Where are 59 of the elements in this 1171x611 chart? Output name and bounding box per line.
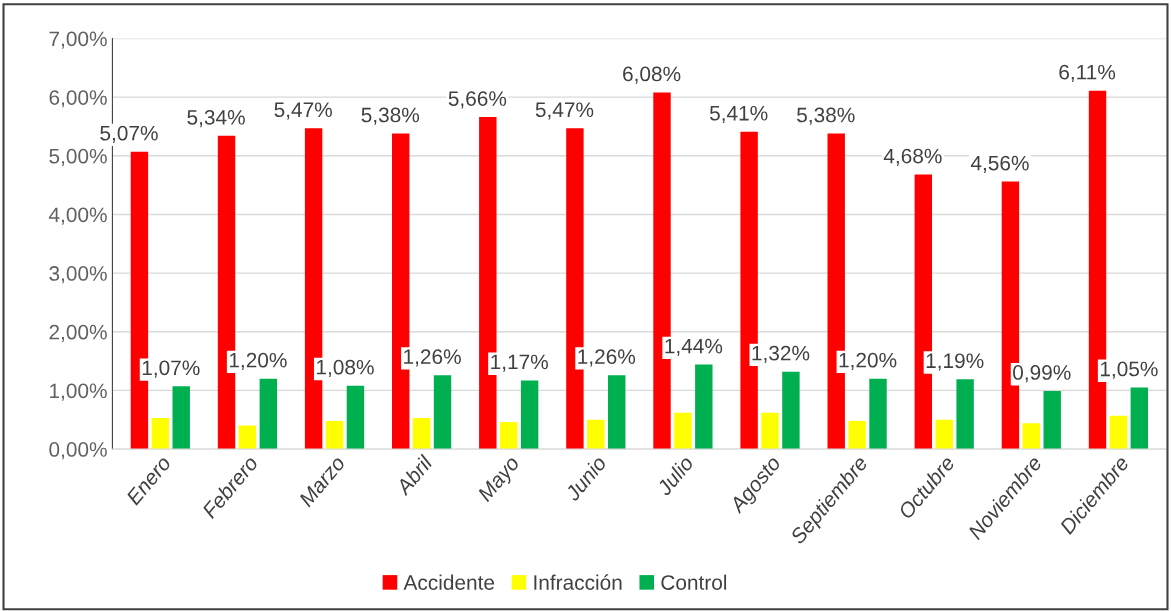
bar [1109,415,1128,450]
bar [433,375,452,450]
data-label: 1,05% [1100,361,1158,379]
y-tick-label: 4,00% [48,207,107,225]
bar [848,420,866,450]
data-label: 1,26% [404,349,461,367]
bar [259,378,278,450]
bar [869,378,887,450]
bar [608,375,626,450]
legend-label: Accidente [403,574,495,590]
bar [761,412,779,450]
data-label: 5,38% [797,107,855,125]
bar [1043,391,1061,450]
data-label: 1,17% [491,354,548,372]
bar [674,412,692,450]
bar [151,418,170,450]
data-label: 1,44% [665,338,723,356]
data-label: 5,38% [361,107,420,125]
data-label: 1,08% [317,359,374,378]
data-label: 5,47% [274,102,332,120]
y-tick-label: 1,00% [50,383,107,401]
data-label: 4,56% [970,155,1029,173]
data-label: 1,26% [578,349,636,367]
data-label: 1,19% [926,353,984,371]
bar [346,385,365,450]
data-label: 4,68% [883,148,942,166]
y-tick-label: 0,00% [49,442,107,460]
legend-label: Control [661,574,727,590]
y-tick-label: 2,00% [49,324,107,342]
data-label: 1,20% [839,352,897,370]
bar [782,371,800,450]
data-label: 5,41% [709,105,768,124]
data-label: 5,07% [100,125,158,143]
bar [412,418,431,450]
y-tick-label: 5,00% [49,148,107,167]
bar [500,422,518,450]
legend-label: Infracción [534,574,622,590]
bar [1130,387,1149,450]
bar [520,380,539,450]
bar [1022,423,1041,450]
data-label: 5,66% [448,91,507,109]
y-tick-label: 6,00% [49,90,107,108]
bar [956,379,974,450]
y-tick-label: 3,00% [49,266,107,284]
data-label: 1,32% [752,345,810,363]
data-label: 5,47% [535,102,594,120]
bar [238,425,257,450]
y-tick-label: 7,00% [49,31,107,49]
bar [935,419,953,450]
bar [587,419,605,450]
data-label: 0,99% [1013,365,1071,383]
bar [695,364,713,450]
data-label: 1,07% [142,360,200,378]
bar [325,420,344,450]
data-label: 6,08% [623,66,681,84]
data-label: 6,11% [1059,64,1116,82]
bar [172,386,190,450]
data-label: 5,34% [187,109,245,128]
data-label: 1,20% [229,352,287,370]
